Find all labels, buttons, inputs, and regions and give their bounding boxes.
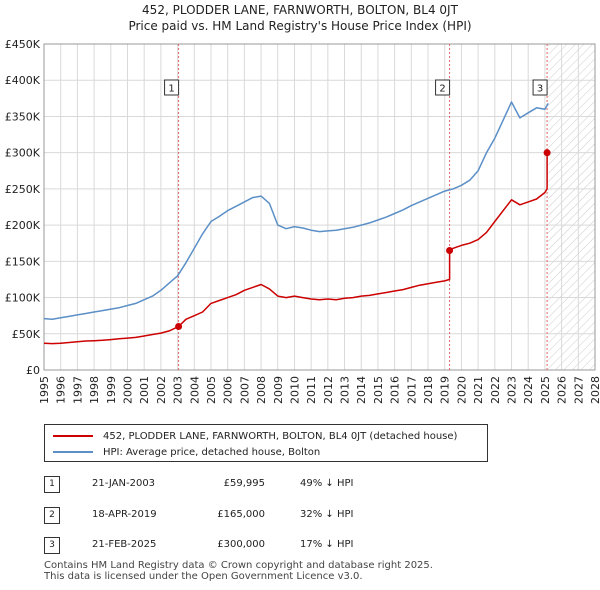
y-tick-label: £300K	[5, 147, 41, 160]
transaction-row: 3 21-FEB-2025 £300,000 17% ↓ HPI	[0, 537, 600, 557]
transaction-date: 18-APR-2019	[92, 509, 157, 520]
transaction-price: £59,995	[223, 478, 265, 489]
legend-label-hpi: HPI: Average price, detached house, Bolt…	[103, 446, 321, 458]
x-tick-label: 2003	[172, 376, 185, 404]
price-chart: £0 £50K £100K £150K £200K £250K £300K £350K £400…	[5, 38, 600, 404]
x-tick-label: 2018	[422, 376, 435, 404]
transaction-number: 1	[44, 476, 60, 493]
legend-item-hpi: HPI: Average price, detached house, Bolt…	[53, 444, 320, 460]
x-tick-label: 2021	[472, 376, 485, 404]
y-tick-label: £350K	[5, 110, 41, 123]
x-tick-label: 2027	[572, 376, 585, 404]
x-tick-label: 2022	[489, 376, 502, 404]
x-tick-label: 2012	[322, 376, 335, 404]
x-tick-label: 2025	[539, 376, 552, 404]
x-tick-label: 2020	[455, 376, 468, 404]
footer-licence: This data is licensed under the Open Gov…	[44, 571, 363, 582]
transaction-number: 2	[44, 507, 60, 524]
x-tick-label: 2016	[389, 376, 402, 404]
x-tick-label: 2001	[138, 376, 151, 404]
annotation-box	[532, 79, 548, 96]
sale-point	[543, 149, 551, 157]
sale-point	[175, 323, 183, 331]
transaction-number: 3	[44, 537, 60, 554]
x-tick-label: 2024	[522, 376, 535, 404]
x-tick-label: 2026	[556, 376, 569, 404]
transaction-row: 1 21-JAN-2003 £59,995 49% ↓ HPI	[0, 476, 600, 496]
annotation-box	[164, 79, 180, 96]
annotation-label: 2	[439, 84, 445, 95]
x-tick-label: 2009	[272, 376, 285, 404]
x-tick-label: 2015	[372, 376, 385, 404]
property-price-line	[44, 152, 548, 345]
x-tick-label: 2002	[155, 376, 168, 404]
y-tick-label: £400K	[5, 74, 41, 87]
chart-title: 452, PLODDER LANE, FARNWORTH, BOLTON, BL…	[142, 3, 458, 17]
x-tick-label: 2014	[355, 376, 368, 404]
y-tick-label: £150K	[5, 255, 41, 268]
x-tick-label: 2023	[506, 376, 519, 404]
transaction-price: £300,000	[217, 539, 265, 550]
transaction-hpi-diff: 32% ↓ HPI	[300, 509, 354, 520]
x-tick-label: 2005	[205, 376, 218, 404]
footer: Contains HM Land Registry data © Crown c…	[44, 560, 433, 582]
x-tick-label: 1997	[71, 376, 84, 404]
legend-swatch-hpi	[53, 451, 93, 453]
forecast-hatch	[548, 44, 595, 370]
y-tick-label: £50K	[12, 328, 41, 341]
legend-label-property: 452, PLODDER LANE, FARNWORTH, BOLTON, BL…	[103, 430, 458, 442]
annotation-box	[435, 79, 451, 96]
x-tick-label: 2007	[238, 376, 251, 404]
transaction-hpi-diff: 49% ↓ HPI	[300, 478, 354, 489]
x-tick-label: 2008	[255, 376, 268, 404]
chart-subtitle: Price paid vs. HM Land Registry's House …	[128, 19, 472, 33]
legend-swatch-property	[53, 435, 93, 437]
x-tick-label: 2017	[405, 376, 418, 404]
x-tick-label: 1999	[105, 376, 118, 404]
x-tick-label: 2006	[222, 376, 235, 404]
x-tick-label: 2010	[288, 376, 301, 404]
transaction-price: £165,000	[217, 509, 265, 520]
plot-frame	[43, 43, 596, 371]
y-tick-label: £0	[26, 364, 40, 377]
transaction-row: 2 18-APR-2019 £165,000 32% ↓ HPI	[0, 507, 600, 527]
x-tick-label: 2028	[589, 376, 600, 404]
y-tick-label: £100K	[5, 292, 41, 305]
x-tick-label: 2019	[439, 376, 452, 404]
x-tick-label: 2013	[339, 376, 352, 404]
x-tick-label: 2000	[121, 376, 134, 404]
sale-point	[446, 246, 454, 254]
plot-area	[44, 44, 595, 370]
y-tick-label: £250K	[5, 183, 41, 196]
y-tick-label: £450K	[5, 38, 41, 51]
transaction-date: 21-JAN-2003	[92, 478, 156, 489]
annotation-label: 1	[168, 84, 174, 95]
x-tick-label: 2004	[188, 376, 201, 404]
x-tick-label: 1996	[55, 376, 68, 404]
footer-copyright: Contains HM Land Registry data © Crown c…	[44, 560, 433, 571]
transaction-hpi-diff: 17% ↓ HPI	[300, 539, 354, 550]
legend-item-property: 452, PLODDER LANE, FARNWORTH, BOLTON, BL…	[53, 428, 457, 444]
annotation-label: 3	[537, 84, 543, 95]
hpi-line	[44, 101, 549, 321]
y-tick-label: £200K	[5, 219, 41, 232]
legend: 452, PLODDER LANE, FARNWORTH, BOLTON, BL…	[44, 424, 488, 462]
x-tick-label: 1995	[38, 376, 51, 404]
x-tick-label: 2011	[305, 376, 318, 404]
x-tick-label: 1998	[88, 376, 101, 404]
transaction-date: 21-FEB-2025	[92, 539, 157, 550]
